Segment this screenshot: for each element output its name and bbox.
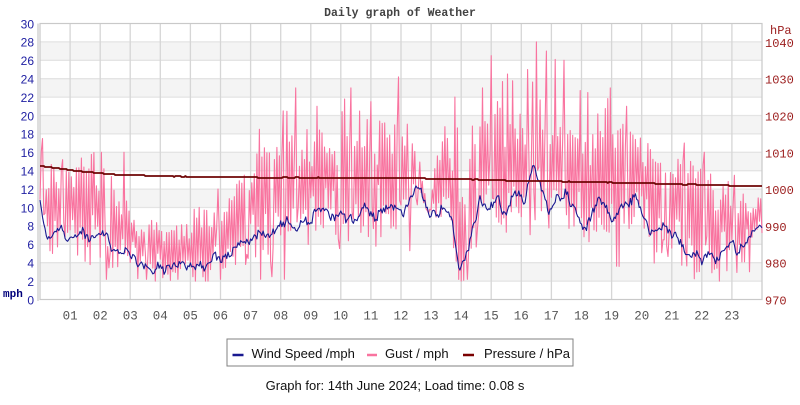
svg-text:12: 12 xyxy=(21,183,35,197)
svg-text:1010: 1010 xyxy=(765,147,794,161)
svg-text:20: 20 xyxy=(634,310,649,324)
svg-text:22: 22 xyxy=(21,91,35,105)
svg-text:13: 13 xyxy=(424,310,439,324)
svg-text:16: 16 xyxy=(514,310,529,324)
svg-text:03: 03 xyxy=(123,310,138,324)
svg-text:08: 08 xyxy=(273,310,288,324)
svg-text:18: 18 xyxy=(21,128,35,142)
svg-text:Wind Speed /mph: Wind Speed /mph xyxy=(252,346,355,361)
svg-text:1040: 1040 xyxy=(765,37,794,51)
svg-text:1020: 1020 xyxy=(765,111,794,125)
svg-text:0: 0 xyxy=(27,293,34,307)
svg-text:8: 8 xyxy=(27,220,34,234)
svg-text:22: 22 xyxy=(694,310,709,324)
svg-text:10: 10 xyxy=(333,310,348,324)
svg-text:mph: mph xyxy=(3,289,23,301)
svg-text:Graph for: 14th June 2024; Loa: Graph for: 14th June 2024; Load time: 0.… xyxy=(266,378,525,393)
svg-text:hPa: hPa xyxy=(770,24,792,38)
svg-text:980: 980 xyxy=(765,258,787,272)
svg-text:28: 28 xyxy=(21,36,35,50)
svg-text:11: 11 xyxy=(363,310,378,324)
svg-text:02: 02 xyxy=(93,310,108,324)
svg-text:10: 10 xyxy=(21,201,35,215)
svg-text:04: 04 xyxy=(153,310,168,324)
svg-text:Pressure / hPa: Pressure / hPa xyxy=(484,346,571,361)
svg-text:12: 12 xyxy=(393,310,408,324)
svg-text:30: 30 xyxy=(21,17,35,31)
svg-text:2: 2 xyxy=(27,275,34,289)
svg-text:15: 15 xyxy=(484,310,499,324)
svg-text:18: 18 xyxy=(574,310,589,324)
svg-text:970: 970 xyxy=(765,295,787,309)
svg-text:05: 05 xyxy=(183,310,198,324)
svg-text:19: 19 xyxy=(604,310,619,324)
svg-text:14: 14 xyxy=(454,310,469,324)
svg-text:21: 21 xyxy=(664,310,679,324)
svg-text:6: 6 xyxy=(27,238,34,252)
svg-text:1030: 1030 xyxy=(765,74,794,88)
svg-text:26: 26 xyxy=(21,54,35,68)
svg-text:16: 16 xyxy=(21,146,35,160)
svg-text:20: 20 xyxy=(21,109,35,123)
svg-text:01: 01 xyxy=(63,310,78,324)
svg-text:24: 24 xyxy=(21,73,35,87)
svg-text:06: 06 xyxy=(213,310,228,324)
svg-text:1000: 1000 xyxy=(765,184,794,198)
svg-text:09: 09 xyxy=(303,310,318,324)
svg-text:07: 07 xyxy=(243,310,258,324)
svg-text:23: 23 xyxy=(724,310,739,324)
svg-text:4: 4 xyxy=(27,257,34,271)
svg-text:14: 14 xyxy=(21,165,35,179)
svg-text:17: 17 xyxy=(544,310,559,324)
svg-text:Daily graph of Weather: Daily graph of Weather xyxy=(324,7,476,20)
svg-text:990: 990 xyxy=(765,221,787,235)
svg-text:Gust / mph: Gust / mph xyxy=(385,346,449,361)
